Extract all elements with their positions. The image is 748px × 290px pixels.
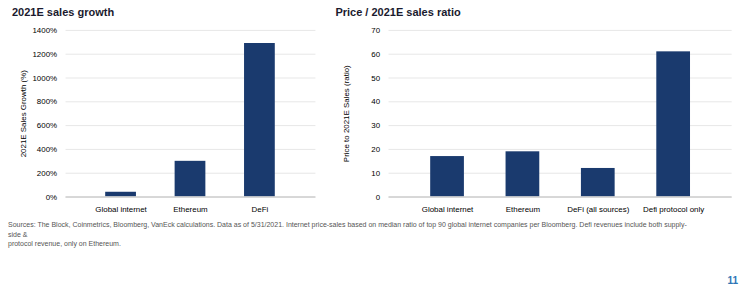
html-text:protocol revenue, only on Ethe: protocol revenue, only on Ethereum. [8,240,121,248]
svg-text:DeFi: DeFi [252,205,269,214]
svg-text:DeFi (all sources): DeFi (all sources) [568,205,630,214]
svg-text:Ethereum: Ethereum [506,205,541,214]
svg-text:20: 20 [372,145,381,154]
svg-text:600%: 600% [37,121,57,130]
svg-text:2021E Sales Growth (%): 2021E Sales Growth (%) [19,70,28,158]
svg-text:1000%: 1000% [32,74,57,83]
svg-text:Global internet: Global internet [95,205,147,214]
svg-text:Global internet: Global internet [422,205,474,214]
svg-text:50: 50 [372,74,381,83]
html-text:2021E sales growth: 2021E sales growth [12,6,115,18]
svg-text:400%: 400% [37,145,57,154]
svg-text:30: 30 [372,121,381,130]
svg-text:1200%: 1200% [32,50,57,59]
svg-text:70: 70 [372,26,381,35]
svg-text:40: 40 [372,97,381,106]
svg-text:0: 0 [376,193,381,202]
svg-text:Price to 2021E Sales (ratio): Price to 2021E Sales (ratio) [342,65,351,162]
svg-text:1400%: 1400% [32,26,57,35]
svg-text:200%: 200% [37,169,57,178]
html-text:11: 11 [727,275,738,286]
svg-text:Defi protocol only: Defi protocol only [643,205,704,214]
svg-text:60: 60 [372,50,381,59]
svg-text:10: 10 [372,169,381,178]
html-text:Price / 2021E sales ratio: Price / 2021E sales ratio [335,6,461,18]
html-text:Sources: The Block, Coinmetric: Sources: The Block, Coinmetrics, Bloombe… [8,221,687,238]
svg-text:0%: 0% [46,193,57,202]
svg-text:800%: 800% [37,97,57,106]
svg-text:Ethereum: Ethereum [173,205,208,214]
